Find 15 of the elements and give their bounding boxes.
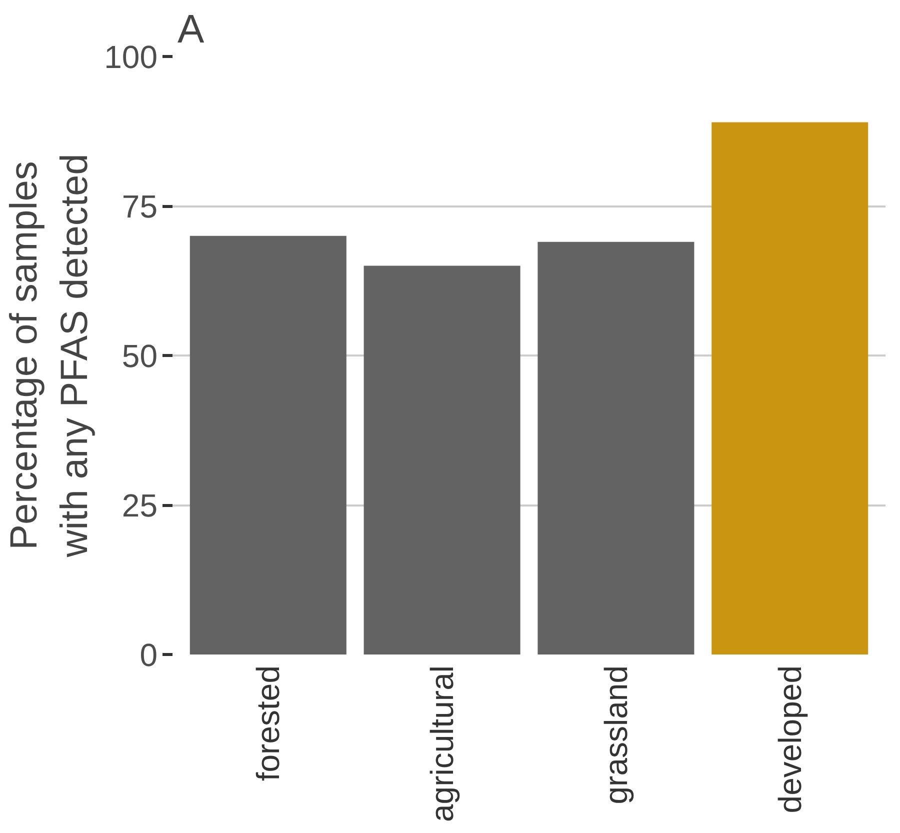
y-tick-label: 100 [104,39,158,75]
x-tick-label: grassland [598,666,634,804]
bar [190,236,346,654]
bar [364,266,520,654]
x-tick-label: agricultural [424,666,460,822]
y-tick-label: 75 [122,188,158,224]
bar [712,122,868,654]
y-axis-title: Percentage of samples with any PFAS detected [4,154,96,558]
x-tick-label: forested [250,666,286,782]
bar [538,242,694,654]
y-tick-label: 50 [122,338,158,374]
y-tick-label: 25 [122,488,158,524]
y-tick-label: 0 [140,637,158,673]
x-tick-label: developed [772,666,808,814]
chart-title: A [178,8,204,52]
